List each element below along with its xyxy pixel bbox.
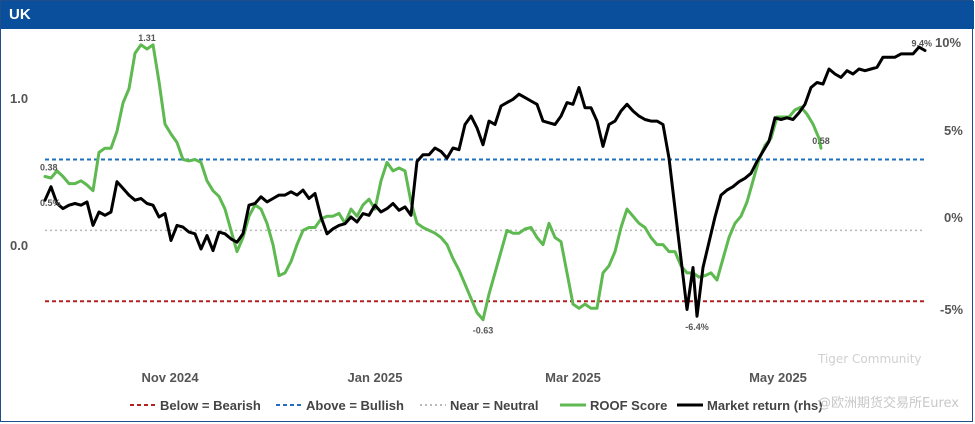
y-right-tick-0: 0% [944,210,963,225]
x-tick-jan-2025: Jan 2025 [348,370,403,385]
data-label-roof-start: 0.38 [40,163,58,173]
series-line-market-return [43,45,927,318]
y-right-tick-5: 5% [944,123,963,138]
chart-title: UK [9,6,31,23]
y-right-tick-neg5: -5% [940,302,964,317]
legend-market-return: Market return (rhs) [707,398,823,413]
data-label-market-1: 9.4% [911,39,932,49]
data-label-roof-1: -0.63 [473,326,494,336]
legend-roof-score: ROOF Score [590,398,667,413]
data-label-roof-0: 1.31 [138,33,156,43]
x-tick-nov-2024: Nov 2024 [141,370,199,385]
data-label-roof-2: 0.58 [812,136,830,146]
chart-header: UK [1,1,974,29]
legend-neutral: Near = Neutral [450,398,539,413]
legend: Below = Bearish Above = Bullish Near = N… [130,398,823,413]
y-left-tick-0: 0.0 [10,238,28,253]
y-left-tick-1: 1.0 [10,91,28,106]
legend-bullish: Above = Bullish [306,398,404,413]
x-tick-may-2025: May 2025 [749,370,807,385]
watermark-community: Tiger Community [818,352,922,366]
data-label-market-0: -6.4% [685,322,709,332]
legend-bearish: Below = Bearish [160,398,261,413]
watermark-source: @欧洲期货交易所Eurex [818,396,959,411]
data-label-market-start: 0.5% [40,198,61,208]
y-right-tick-10: 10% [935,35,961,50]
series-line-roof-score [43,43,823,322]
x-tick-mar-2025: Mar 2025 [545,370,601,385]
